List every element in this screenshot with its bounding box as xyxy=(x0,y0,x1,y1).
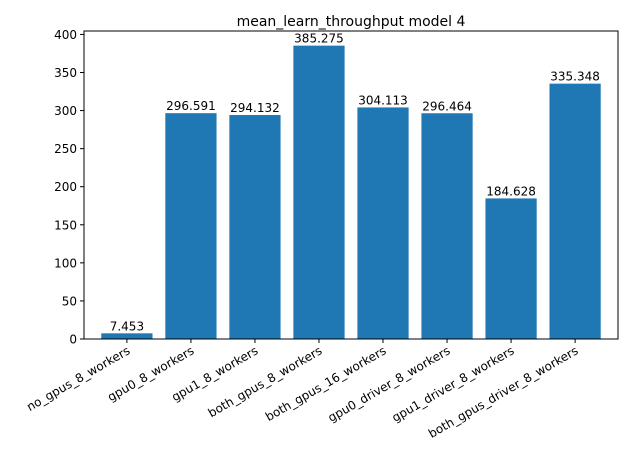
bar xyxy=(229,115,281,339)
y-tick-label: 150 xyxy=(54,218,77,232)
bar xyxy=(485,198,537,339)
y-tick-label: 100 xyxy=(54,256,77,270)
y-tick-label: 0 xyxy=(69,333,77,347)
x-tick-label: both_gpus_8_workers xyxy=(206,343,325,420)
y-tick-label: 200 xyxy=(54,180,77,194)
bar-value-label: 184.628 xyxy=(486,184,536,198)
y-tick-label: 400 xyxy=(54,28,77,42)
bar xyxy=(165,113,217,339)
y-tick-label: 250 xyxy=(54,142,77,156)
bar xyxy=(101,333,153,339)
bar-value-label: 385.275 xyxy=(294,32,344,46)
bar xyxy=(293,45,345,339)
bar xyxy=(549,83,601,340)
bar-value-label: 335.348 xyxy=(550,70,600,84)
y-axis: 0 50 100 150 200 250 300 350 400 xyxy=(54,28,84,347)
bar-value-label: 296.464 xyxy=(422,99,472,113)
bar-value-label: 7.453 xyxy=(110,319,144,333)
bar-value-label: 296.591 xyxy=(166,99,216,113)
bar-value-labels: 7.453 296.591 294.132 385.275 304.113 296.464… xyxy=(110,32,600,334)
bar xyxy=(421,113,473,339)
x-axis: no_gpus_8_workersgpu0_8_workersgpu1_8_wo… xyxy=(24,339,581,441)
x-tick-label: no_gpus_8_workers xyxy=(24,343,132,414)
chart-title: mean_learn_throughput model 4 xyxy=(237,14,466,30)
bars xyxy=(101,45,601,340)
y-tick-label: 50 xyxy=(62,294,77,308)
plot-frame xyxy=(83,30,619,340)
bar xyxy=(357,107,409,339)
bar-value-label: 304.113 xyxy=(358,93,408,107)
y-tick-label: 350 xyxy=(54,66,77,80)
bar-value-label: 294.132 xyxy=(230,101,280,115)
y-tick-label: 300 xyxy=(54,104,77,118)
